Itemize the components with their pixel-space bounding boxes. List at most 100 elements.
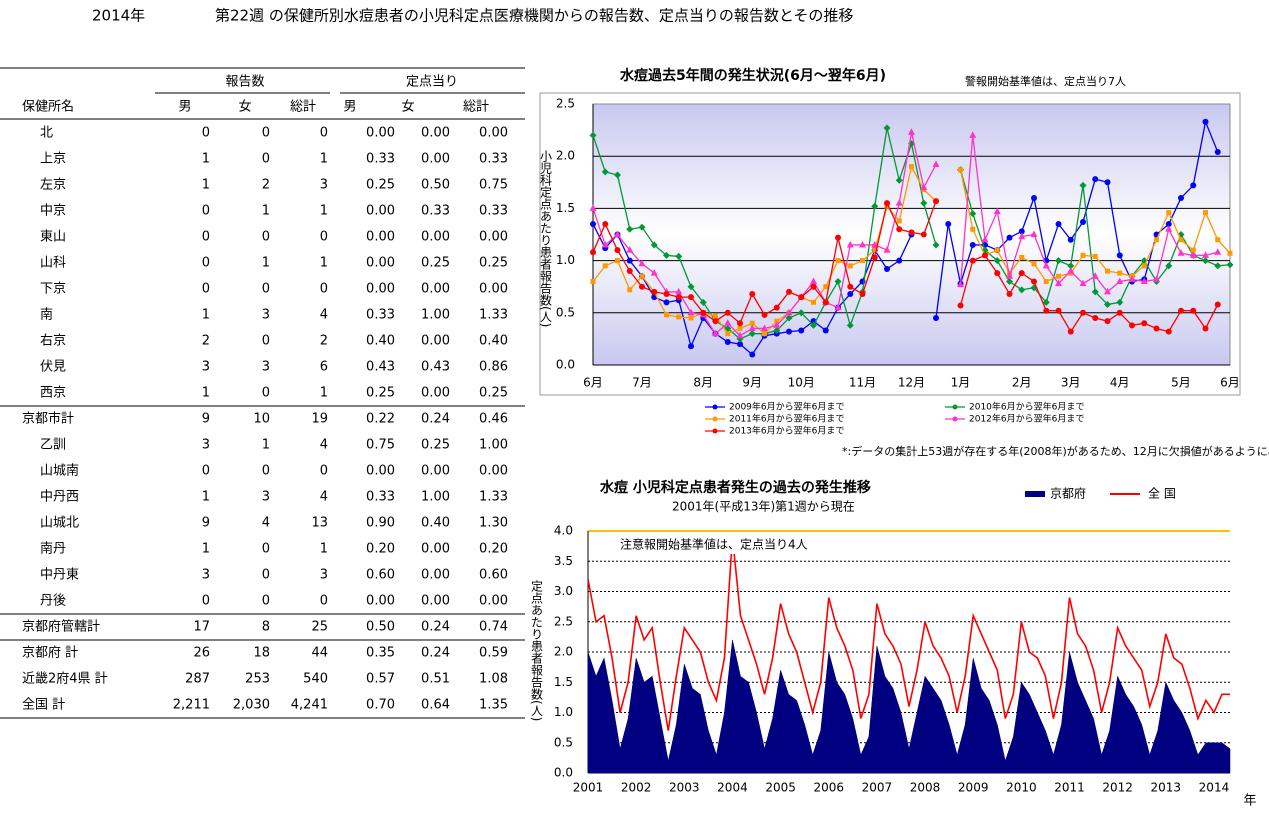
cell-value: 3 [262,308,270,323]
cell-value: 0.00 [421,152,450,167]
marker [933,315,939,322]
row-name: 東山 [40,229,66,245]
x-tick-label: 4月 [1110,376,1130,390]
y-tick-label: 1.5 [554,675,573,689]
cell-value: 1.35 [479,698,508,713]
marker [909,164,914,170]
marker [1178,194,1184,201]
cell-value: 0.00 [479,282,508,297]
marker [969,241,976,248]
cell-value: 0 [202,282,210,297]
marker [993,207,1001,215]
row-name: 西京 [40,386,66,401]
marker [798,294,805,301]
year: 2014年 [92,7,145,25]
marker [1031,194,1037,201]
marker [993,257,1001,265]
x-tick-label: 9月 [742,376,762,390]
marker [675,294,682,301]
marker [883,124,891,132]
marker [920,183,928,191]
cell-value: 0.75 [479,178,508,193]
marker [761,311,768,318]
marker [1080,309,1086,316]
cell-value: 0.00 [366,594,395,609]
cell-value: 0 [202,126,210,141]
annotation-bg [618,536,828,554]
marker [1190,247,1196,253]
row-name: 中丹西 [40,490,79,505]
marker [1154,237,1159,243]
marker [1226,261,1234,269]
marker [1018,286,1026,294]
x-tick-label: 3月 [1061,376,1081,390]
line [587,536,1230,731]
y-tick-label: 0.5 [554,735,573,749]
marker [601,168,609,176]
cell-value: 1 [320,256,328,271]
marker [834,303,842,311]
x-tick-label: 2010 [1006,781,1037,795]
marker [1214,301,1221,308]
marker [725,331,731,337]
cell-value: 25 [311,620,328,635]
row-name: 伏見 [40,360,66,375]
cell-value: 0.33 [479,204,508,219]
cell-value: 0.57 [366,672,395,687]
marker [920,231,927,238]
marker [786,328,792,335]
marker [884,265,890,272]
row-name: 全国 計 [22,697,65,713]
cell-value: 0.46 [479,412,508,427]
marker [994,247,1000,253]
x-tick-label: 6月 [1220,376,1240,390]
marker [846,240,854,248]
marker [589,131,597,139]
marker [1189,251,1197,258]
marker [810,283,817,290]
marker [1031,278,1037,285]
cell-value: 44 [311,646,328,661]
marker [590,249,596,256]
cell-value: 0.33 [479,152,508,167]
marker [601,240,609,248]
cell-value: 0.00 [421,594,450,609]
cell-value: 18 [253,646,270,661]
column-header: 女 [401,100,414,115]
cell-value: 0 [262,464,270,479]
marker [1202,251,1209,258]
cell-value: 0 [320,594,328,609]
cell-value: 26 [193,646,210,661]
marker [1128,275,1136,282]
marker [1056,273,1061,279]
marker [1043,278,1049,284]
cell-value: 0.00 [366,230,395,245]
x-tick-label: 12月 [898,376,925,390]
cell-value: 0 [320,282,328,297]
cell-value: 0.40 [479,334,508,349]
marker [1117,270,1123,276]
cell-value: 1.33 [479,490,508,505]
cell-value: 0.24 [421,412,450,427]
marker [846,321,854,329]
marker [737,320,743,327]
cell-value: 10 [253,412,270,427]
marker [761,324,768,331]
x-tick-label: 11月 [849,376,876,390]
x-tick-label: 2009 [958,781,989,795]
cell-value: 4 [320,308,328,323]
marker [1055,257,1062,265]
cell-value: 0.00 [479,230,508,245]
marker [1214,262,1222,270]
marker [895,199,903,206]
cell-value: 0.00 [479,594,508,609]
cell-value: 1 [262,438,270,453]
cell-value: 0.90 [366,516,395,531]
cell-value: 0 [320,230,328,245]
marker [615,258,620,264]
marker [688,343,694,350]
x-tick-label: 2007 [862,781,893,795]
cell-value: 0.24 [421,646,450,661]
cell-value: 0 [262,230,270,245]
marker [688,294,694,301]
